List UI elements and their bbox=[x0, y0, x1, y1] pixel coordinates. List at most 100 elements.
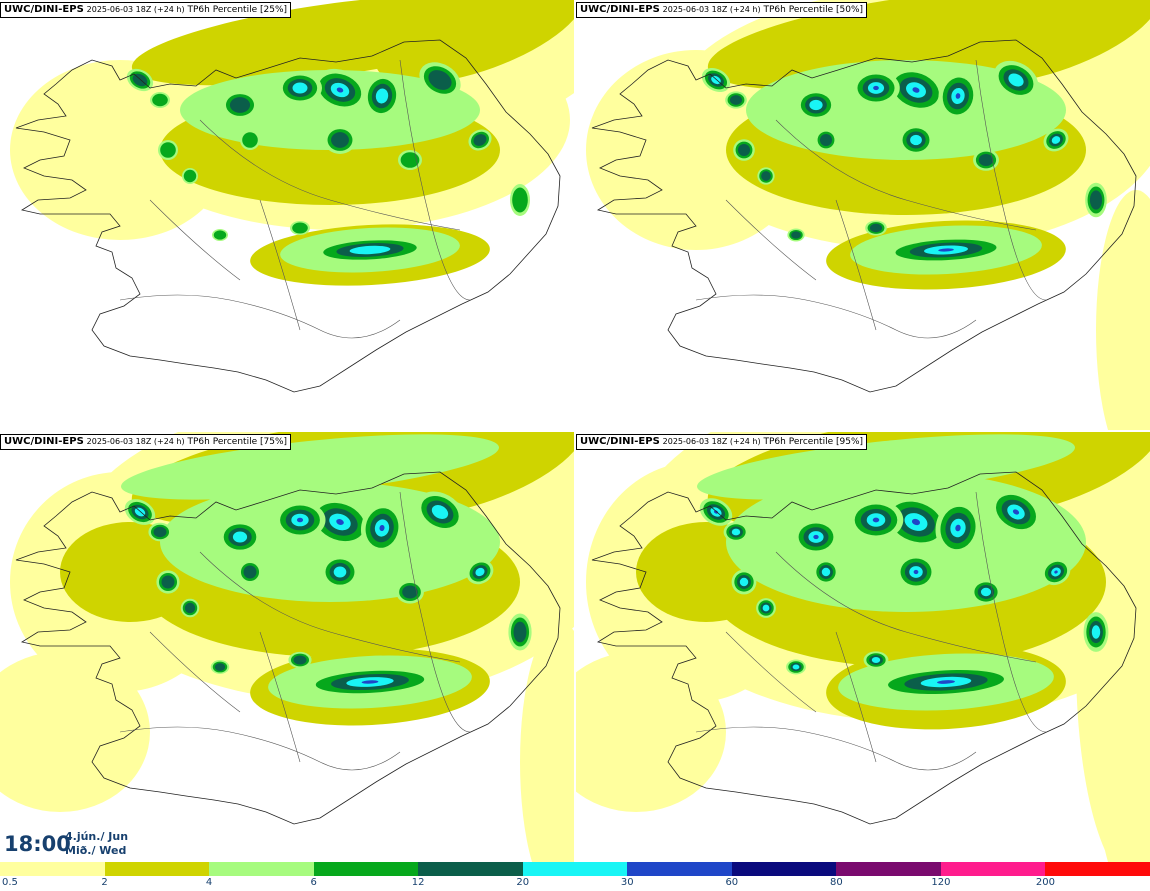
percentile-label: [95%] bbox=[836, 437, 864, 447]
road-line bbox=[835, 199, 877, 331]
precip-area-light bbox=[576, 652, 726, 812]
precip-core bbox=[361, 680, 379, 684]
precip-core bbox=[428, 70, 452, 90]
precipitation-field bbox=[10, 0, 574, 286]
legend-label: 20 bbox=[516, 877, 530, 888]
precip-core bbox=[791, 231, 801, 239]
road-line bbox=[199, 551, 461, 663]
legend-swatch bbox=[522, 862, 628, 876]
color-scale-labels: 0.5 2 4 6 12 20 30 60 80 120 200 bbox=[0, 876, 1150, 891]
precip-core bbox=[711, 75, 721, 85]
coastline bbox=[15, 39, 561, 393]
valid-date-line1: 4.jún./ Jun bbox=[65, 830, 129, 843]
legend-label: 60 bbox=[725, 877, 739, 888]
coastline bbox=[591, 471, 1137, 825]
road-line bbox=[149, 199, 241, 281]
precip-core bbox=[955, 93, 961, 99]
legend-swatch bbox=[940, 862, 1046, 876]
panel-title: UWC/DINI-EPS 2025-06-03 18Z (+24 h) TP6h… bbox=[0, 434, 292, 450]
precip-core bbox=[792, 664, 800, 670]
precip-core bbox=[183, 169, 197, 183]
road-line bbox=[119, 294, 401, 339]
map-panel-50: UWC/DINI-EPS 2025-06-03 18Z (+24 h) TP6h… bbox=[576, 0, 1150, 430]
precip-core bbox=[978, 153, 994, 167]
legend-label: 6 bbox=[310, 877, 317, 888]
run-time: 2025-06-03 18Z (+24 h) bbox=[86, 5, 185, 14]
precip-core bbox=[871, 657, 881, 663]
legend-label: 80 bbox=[829, 877, 843, 888]
precip-area-moderate bbox=[375, 0, 574, 84]
precip-core bbox=[242, 132, 258, 148]
precip-core bbox=[819, 133, 833, 147]
road-line bbox=[695, 294, 977, 339]
precip-area-moderate bbox=[951, 0, 1150, 84]
legend-label: 120 bbox=[931, 877, 951, 888]
precip-core bbox=[379, 524, 385, 532]
model-name: UWC/DINI-EPS bbox=[4, 436, 84, 447]
coastline bbox=[15, 471, 561, 825]
precip-core bbox=[1051, 136, 1061, 144]
precip-core bbox=[1008, 73, 1024, 87]
valid-date: 4.jún./ Jun Mið./ Wed bbox=[65, 830, 128, 858]
road-line bbox=[695, 726, 977, 771]
precip-core bbox=[153, 526, 167, 538]
model-name: UWC/DINI-EPS bbox=[580, 436, 660, 447]
precip-core bbox=[214, 663, 226, 671]
precip-core bbox=[134, 507, 146, 517]
precip-core bbox=[152, 93, 168, 107]
legend-swatch bbox=[104, 862, 210, 876]
precip-core bbox=[292, 82, 308, 94]
precipitation-map bbox=[10, 0, 574, 393]
precip-core bbox=[475, 567, 485, 577]
precip-area-4-6 bbox=[697, 434, 1075, 500]
precip-core bbox=[1054, 570, 1058, 574]
percentile-label: [50%] bbox=[836, 5, 864, 15]
precipitation-map bbox=[0, 432, 574, 862]
road-line bbox=[725, 199, 817, 281]
road-line bbox=[975, 59, 1047, 301]
road-line bbox=[399, 491, 471, 733]
percentile-label: [25%] bbox=[260, 5, 288, 15]
precip-core bbox=[873, 85, 879, 91]
precipitation-map bbox=[576, 432, 1150, 862]
precip-core bbox=[980, 587, 992, 597]
percentile-label: [75%] bbox=[260, 437, 288, 447]
map-panel-75: UWC/DINI-EPS 2025-06-03 18Z (+24 h) TP6h… bbox=[0, 432, 574, 862]
precipitation-field bbox=[576, 432, 1150, 862]
valid-date-line2: Mið./ Wed bbox=[65, 844, 127, 857]
legend-swatch bbox=[836, 862, 942, 876]
legend-swatch bbox=[418, 862, 524, 876]
precip-core bbox=[349, 245, 391, 255]
precip-area-4-6 bbox=[121, 434, 499, 500]
precip-area-light bbox=[1076, 442, 1150, 862]
road-line bbox=[149, 631, 241, 713]
legend-swatch bbox=[0, 862, 106, 876]
precip-core bbox=[912, 87, 920, 93]
coastline bbox=[591, 39, 1137, 393]
precip-core bbox=[821, 567, 831, 577]
precip-core bbox=[296, 517, 304, 523]
precip-core bbox=[714, 510, 718, 514]
precip-core bbox=[937, 680, 955, 684]
road-line bbox=[725, 631, 817, 713]
precip-core bbox=[292, 222, 308, 234]
precip-core bbox=[1091, 625, 1101, 639]
road-line bbox=[835, 631, 877, 763]
precip-core bbox=[431, 505, 449, 519]
panel-title: UWC/DINI-EPS 2025-06-03 18Z (+24 h) TP6h… bbox=[576, 2, 868, 18]
precip-area-moderate bbox=[375, 432, 574, 516]
precip-core bbox=[402, 585, 418, 599]
precip-core bbox=[938, 248, 954, 252]
precip-core bbox=[400, 152, 420, 168]
precip-area-4-6 bbox=[180, 70, 480, 150]
precip-core bbox=[813, 534, 819, 540]
road-line bbox=[775, 119, 1037, 231]
legend-label: 2 bbox=[101, 877, 108, 888]
road-line bbox=[259, 631, 301, 763]
run-time: 2025-06-03 18Z (+24 h) bbox=[662, 437, 761, 446]
road-line bbox=[775, 551, 1037, 663]
road-line bbox=[119, 726, 401, 771]
precip-core bbox=[731, 528, 741, 536]
precipitation-field bbox=[0, 432, 574, 862]
field-name: TP6h Percentile bbox=[187, 5, 258, 15]
